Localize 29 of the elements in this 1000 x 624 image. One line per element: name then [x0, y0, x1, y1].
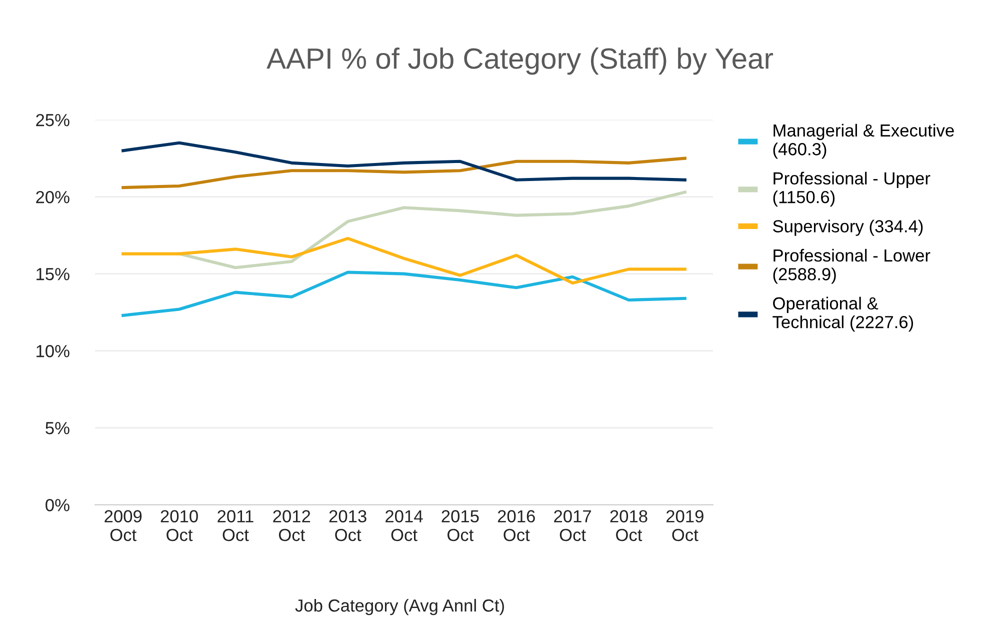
y-tick-label: 0%	[46, 498, 70, 512]
x-tick-label: 2013 Oct	[329, 510, 366, 542]
legend-label: Managerial & Executive (460.3)	[773, 124, 954, 159]
legend-label: Operational & Technical (2227.6)	[772, 296, 914, 332]
x-tick-label: 2016 Oct	[498, 510, 535, 542]
x-tick-label: 2014 Oct	[386, 510, 423, 542]
x-tick-label: 2012 Oct	[273, 510, 310, 542]
y-tick-label: 15%	[36, 268, 70, 280]
line-series	[122, 156, 686, 190]
x-axis-title: Job Category (Avg Annl Ct)	[295, 598, 504, 616]
y-tick-label: 10%	[36, 344, 70, 358]
x-tick-label: 2015 Oct	[442, 510, 479, 542]
line-series	[178, 190, 686, 270]
legend-label: Professional - Upper (1150.6)	[773, 172, 930, 207]
x-tick-label: 2019 Oct	[666, 510, 704, 542]
x-tick-label: 2009 Oct	[104, 510, 142, 542]
legend-label: Professional - Lower (2588.9)	[773, 248, 930, 284]
y-tick-label: 25%	[36, 114, 70, 126]
x-tick-label: 2010 Oct	[160, 510, 198, 542]
x-tick-label: 2018 Oct	[610, 510, 648, 542]
line-series	[122, 236, 686, 285]
line-series	[122, 141, 686, 182]
y-tick-label: 20%	[36, 190, 70, 204]
x-tick-label: 2011 Oct	[218, 510, 254, 542]
x-tick-label: 2017 Oct	[554, 510, 591, 542]
y-tick-label: 5%	[46, 422, 70, 434]
chart-title: AAPI % of Job Category (Staff) by Year	[266, 48, 774, 75]
legend-label: Supervisory (334.4)	[773, 220, 923, 236]
line-series	[122, 270, 686, 317]
